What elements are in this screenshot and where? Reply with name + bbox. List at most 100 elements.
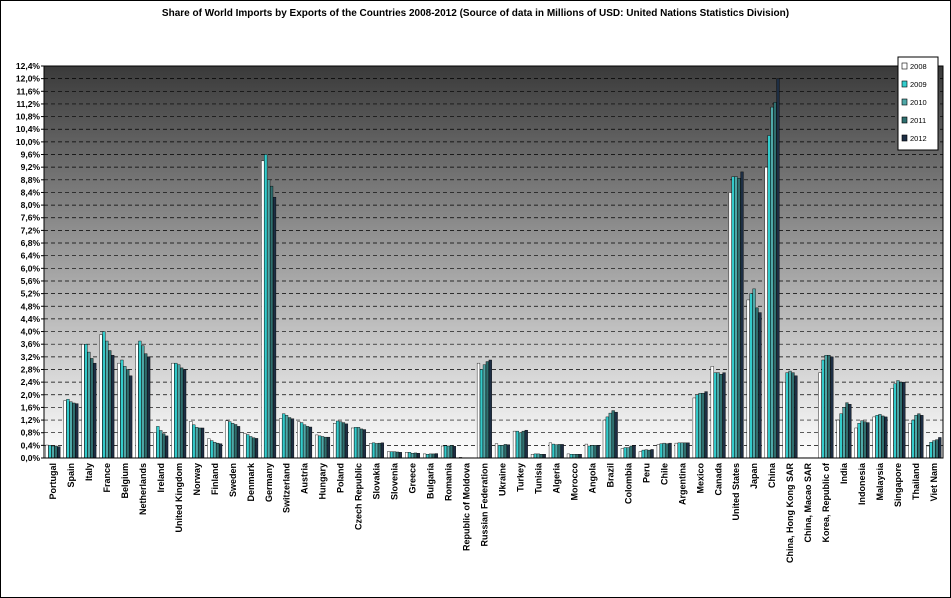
x-tick-label: United States: [731, 463, 741, 521]
bar-2010-france: [105, 340, 109, 459]
bar-2011-portugal: [54, 445, 58, 459]
x-tick-label: China, Hong Kong SAR: [785, 463, 795, 563]
x-tick-label: Germany: [264, 463, 274, 502]
legend-label: 2012: [910, 134, 927, 143]
y-tick-label: 9,2%: [21, 162, 41, 172]
bar-2009-malaysia: [875, 415, 879, 459]
x-tick-label: Mexico: [695, 463, 705, 494]
bar-2008-finland: [207, 438, 211, 459]
bar-2012-spain: [75, 403, 79, 459]
bar-2012-slovenia: [398, 452, 402, 459]
bar-2009-india: [839, 413, 843, 459]
bar-2012-germany: [272, 196, 277, 459]
bar-2009-ukraine: [497, 445, 502, 459]
bar-2010-tunisia: [536, 453, 540, 459]
bar-2012-austria: [308, 426, 313, 459]
bar-2011-united-states: [737, 178, 741, 459]
legend-label: 2011: [910, 116, 926, 125]
bar-2011-morocco: [575, 454, 579, 459]
bar-2010-india: [842, 407, 846, 459]
bar-2008-united-kingdom: [171, 362, 175, 459]
bar-2011-japan: [755, 307, 759, 459]
bar-2009-japan: [749, 293, 753, 459]
x-tick-label: Indonesia: [857, 462, 867, 505]
bar-2008-ukraine: [494, 443, 499, 459]
bar-2011-chile: [665, 443, 669, 459]
x-tick-label: Russian Federation: [480, 463, 490, 547]
x-tick-label: Colombia: [623, 462, 633, 504]
legend-swatch: [901, 80, 908, 88]
bar-2009-switzerland: [282, 413, 286, 459]
bar-2011-france: [108, 350, 112, 459]
bar-2010-singapore: [896, 380, 900, 459]
bar-2011-singapore: [899, 381, 903, 459]
bar-2009-united-kingdom: [174, 362, 178, 459]
bar-2011-tunisia: [539, 454, 543, 459]
bar-2008-argentina: [674, 442, 678, 459]
bar-2009-russian-federation: [479, 369, 484, 459]
bar-2009-singapore: [893, 383, 897, 459]
bar-2010-brazil: [608, 412, 612, 459]
bar-2012-tunisia: [542, 454, 546, 459]
bar-2011-ukraine: [503, 444, 507, 459]
bar-2012-russian-federation: [488, 359, 492, 459]
bar-2008-russian-federation: [476, 362, 481, 459]
bar-2012-czech-republic: [362, 429, 367, 459]
bar-2008-switzerland: [279, 418, 283, 459]
x-tick-label: Belgium: [120, 463, 130, 499]
legend-swatch: [901, 116, 908, 124]
bar-2011-mexico: [701, 392, 705, 459]
x-tick-label: Italy: [84, 463, 94, 481]
bar-2012-china: [776, 78, 780, 459]
bar-2011-korea-republic-of: [827, 355, 831, 459]
bar-2012-italy: [93, 362, 97, 459]
bar-2010-viet-nam: [932, 440, 936, 459]
bar-2012-portugal: [57, 446, 61, 459]
bar-2012-poland: [344, 423, 349, 459]
bar-2008-netherlands: [135, 343, 139, 459]
bar-2010-switzerland: [285, 415, 289, 459]
bar-2010-peru: [644, 449, 648, 459]
bar-2009-norway: [192, 424, 196, 459]
bar-2010-colombia: [626, 447, 630, 459]
legend-swatch: [901, 98, 908, 106]
bar-2012-china-hong-kong-sar: [794, 375, 798, 459]
bar-2009-peru: [641, 449, 645, 459]
bar-2010-norway: [195, 427, 199, 459]
legend-label: 2010: [910, 98, 927, 107]
bar-2009-bulgaria: [425, 454, 430, 459]
x-tick-label: Ireland: [156, 463, 166, 493]
y-tick-label: 12,0%: [16, 74, 41, 84]
bar-2010-portugal: [51, 445, 55, 459]
bar-2012-mexico: [704, 391, 708, 459]
bar-2010-russian-federation: [482, 364, 486, 459]
y-tick-label: 10,8%: [16, 112, 41, 122]
bar-2008-india: [836, 419, 840, 459]
bar-2009-brazil: [605, 416, 609, 459]
y-tick-label: 0,4%: [21, 440, 41, 450]
bar-2010-belgium: [123, 366, 127, 459]
bar-2008-canada: [710, 366, 714, 459]
x-tick-label: Chile: [659, 463, 669, 485]
bar-2009-mexico: [695, 394, 699, 459]
bar-2008-ireland: [153, 432, 157, 459]
y-tick-label: 2,8%: [21, 364, 41, 374]
bar-2011-finland: [216, 442, 220, 459]
bar-2011-peru: [647, 449, 651, 459]
bar-2009-turkey: [515, 430, 519, 459]
y-tick-label: 2,4%: [21, 377, 41, 387]
bar-2012-ireland: [165, 435, 169, 459]
bar-2008-turkey: [512, 430, 517, 459]
y-tick-label: 3,2%: [21, 352, 41, 362]
x-tick-label: Turkey: [515, 463, 525, 492]
bar-2010-thailand: [914, 415, 918, 459]
y-tick-label: 1,2%: [21, 415, 41, 425]
bar-2011-india: [845, 402, 849, 459]
bar-2008-algeria: [548, 442, 553, 459]
bar-2008-angola: [584, 443, 588, 459]
bar-2012-hungary: [326, 436, 331, 459]
bar-2011-slovenia: [395, 451, 400, 459]
y-tick-label: 10,0%: [16, 137, 41, 147]
y-tick-label: 8,8%: [21, 175, 41, 185]
bar-2009-argentina: [677, 442, 681, 459]
